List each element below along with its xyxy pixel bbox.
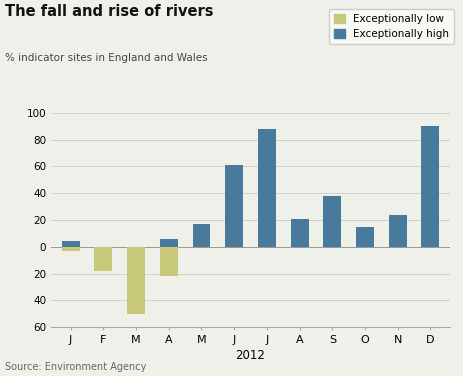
X-axis label: 2012: 2012 — [235, 349, 265, 362]
Text: % indicator sites in England and Wales: % indicator sites in England and Wales — [5, 53, 207, 63]
Text: The fall and rise of rivers: The fall and rise of rivers — [5, 4, 213, 19]
Bar — [94, 247, 112, 271]
Bar — [355, 227, 373, 247]
Bar — [159, 239, 177, 247]
Bar — [127, 247, 145, 314]
Text: Source: Environment Agency: Source: Environment Agency — [5, 362, 146, 372]
Bar — [192, 224, 210, 247]
Bar — [290, 218, 308, 247]
Legend: Exceptionally low, Exceptionally high: Exceptionally low, Exceptionally high — [328, 9, 453, 44]
Bar — [388, 215, 406, 247]
Bar — [420, 126, 438, 247]
Bar — [225, 165, 243, 247]
Bar — [62, 247, 80, 251]
Bar — [159, 247, 177, 276]
Bar — [257, 129, 275, 247]
Bar — [62, 241, 80, 247]
Bar — [323, 196, 341, 247]
